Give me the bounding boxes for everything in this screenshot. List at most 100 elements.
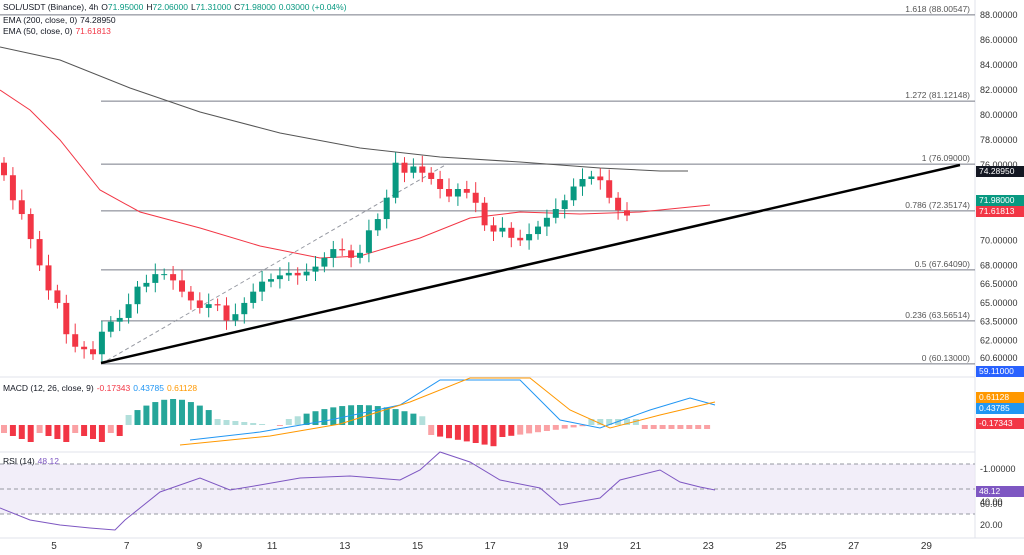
candle-body <box>339 249 346 251</box>
macd-histogram-bar <box>428 425 435 435</box>
candle-body <box>294 272 301 276</box>
macd-histogram-bar <box>54 425 61 439</box>
macd-histogram-bar <box>579 425 586 427</box>
price-tick-label: 88.00000 <box>980 10 1018 20</box>
time-tick-label: 11 <box>267 541 278 552</box>
ohlc-o: O71.95000 <box>101 2 144 12</box>
macd-histogram-bar <box>179 399 185 425</box>
candle-body <box>472 192 479 203</box>
price-tick-label: 76.00000 <box>980 160 1018 170</box>
macd-pane[interactable] <box>1 377 716 447</box>
time-axis[interactable]: 5 7 9 11 13 15 17 19 21 23 25 27 29 <box>51 541 932 552</box>
candle-body <box>357 252 363 258</box>
candle-body <box>81 346 88 350</box>
macd-histogram-bar <box>446 425 452 439</box>
candle-body <box>36 239 43 266</box>
macd-histogram-bar <box>81 425 88 436</box>
macd-histogram-bar <box>116 425 123 436</box>
macd-histogram-bar <box>588 419 595 425</box>
price-tick-label: 84.00000 <box>980 60 1018 70</box>
macd-histogram-bar <box>632 419 639 425</box>
time-tick-label: 27 <box>848 541 860 552</box>
rsi-value-badge: 48.12 <box>976 486 1024 497</box>
macd-histogram-bar <box>668 425 675 429</box>
macd-histogram-bar <box>401 411 408 425</box>
fib-level-label: 1.618 (88.00547) <box>905 4 970 14</box>
candle-body <box>321 257 328 267</box>
trend-lines[interactable] <box>100 163 961 365</box>
macd-histogram-bar <box>285 419 292 425</box>
candlesticks[interactable] <box>1 152 630 364</box>
ema-lines <box>0 46 711 259</box>
candle-body <box>223 305 230 321</box>
macd-histogram-bar <box>330 407 337 425</box>
ema50-legend[interactable]: EMA (50, close, 0) 71.61813 <box>3 26 114 37</box>
candle-body <box>383 197 390 220</box>
macd-histogram-bar <box>650 425 657 429</box>
candle-body <box>152 274 159 283</box>
candle-body <box>134 286 141 305</box>
candle-body <box>410 166 417 173</box>
macd-histogram-bar <box>472 425 479 443</box>
macd-histogram-bar <box>357 405 363 425</box>
fib-level-label: 0.5 (67.64090) <box>915 259 970 269</box>
macd-histogram-bar <box>570 425 577 428</box>
symbol-title: SOL/USDT (Binance), 4h <box>3 2 99 12</box>
candle-body <box>9 175 16 201</box>
candle-body <box>45 265 52 291</box>
time-tick-label: 15 <box>412 541 424 552</box>
fibonacci-retracement[interactable]: 1.618 (88.00547) 1.272 (81.12148) 1 (76.09… <box>0 4 975 365</box>
price-tick-label: 82.00000 <box>980 85 1018 95</box>
candle-body <box>276 275 283 280</box>
rsi-legend[interactable]: RSI (14) 48.12 <box>3 456 62 467</box>
candle-body <box>526 234 533 241</box>
macd-histogram-bar <box>597 419 604 425</box>
rsi-line <box>0 451 716 531</box>
macd-histogram-bar <box>508 425 515 436</box>
candle-body <box>570 186 577 201</box>
macd-hist-value: -0.17343 <box>96 383 131 393</box>
macd-histogram-bar <box>18 425 25 439</box>
macd-histogram-bar <box>454 425 461 440</box>
price-tick-label: 86.00000 <box>980 35 1018 45</box>
candle-body <box>107 321 114 332</box>
price-tick-label: 66.50000 <box>980 279 1018 289</box>
macd-histogram-bar <box>606 419 613 425</box>
ema50-label: EMA (50, close, 0) <box>3 26 73 36</box>
candle-body <box>187 291 194 301</box>
macd-signal-line <box>179 377 716 446</box>
rsi-pane[interactable] <box>0 451 975 531</box>
candle-body <box>205 304 212 308</box>
macd-legend[interactable]: MACD (12, 26, close, 9) -0.17343 0.43785 0.… <box>3 383 200 394</box>
macd-histogram-bar <box>490 425 497 447</box>
candle-body <box>90 349 96 355</box>
macd-histogram-bar <box>45 425 52 436</box>
rsi-tick-label: 20.00 <box>980 520 1003 530</box>
fib-anchor-line <box>100 163 448 365</box>
macd-histogram-bar <box>36 425 43 433</box>
macd-histogram-bar <box>250 423 257 425</box>
macd-histogram-bar <box>72 425 79 433</box>
candle-body <box>374 219 381 231</box>
macd-histogram-bar <box>125 415 132 425</box>
candle-body <box>303 271 310 276</box>
macd-histogram-bar <box>321 409 328 425</box>
candle-body <box>232 314 239 321</box>
macd-histogram-bar <box>392 409 399 425</box>
candle-body <box>463 189 470 193</box>
fib-level-label: 1.272 (81.12148) <box>905 90 970 100</box>
price-axis[interactable]: 88.00000 86.00000 84.00000 82.00000 80.00000… <box>980 10 1018 530</box>
candle-body <box>330 249 337 258</box>
symbol-legend[interactable]: SOL/USDT (Binance), 4h O71.95000 H72.06000… <box>3 2 350 13</box>
rsi-label: RSI (14) <box>3 456 35 466</box>
time-tick-label: 29 <box>921 541 933 552</box>
ema200-line <box>0 46 688 172</box>
ema50-value: 71.61813 <box>75 26 111 36</box>
price-tick-label: 68.00000 <box>980 260 1018 270</box>
macd-histogram-bar <box>303 413 310 425</box>
ema200-legend[interactable]: EMA (200, close, 0) 74.28950 <box>3 15 119 26</box>
ema50-price-badge: 71.61813 <box>976 206 1024 217</box>
candle-body <box>348 250 355 258</box>
time-tick-label: 17 <box>485 541 497 552</box>
